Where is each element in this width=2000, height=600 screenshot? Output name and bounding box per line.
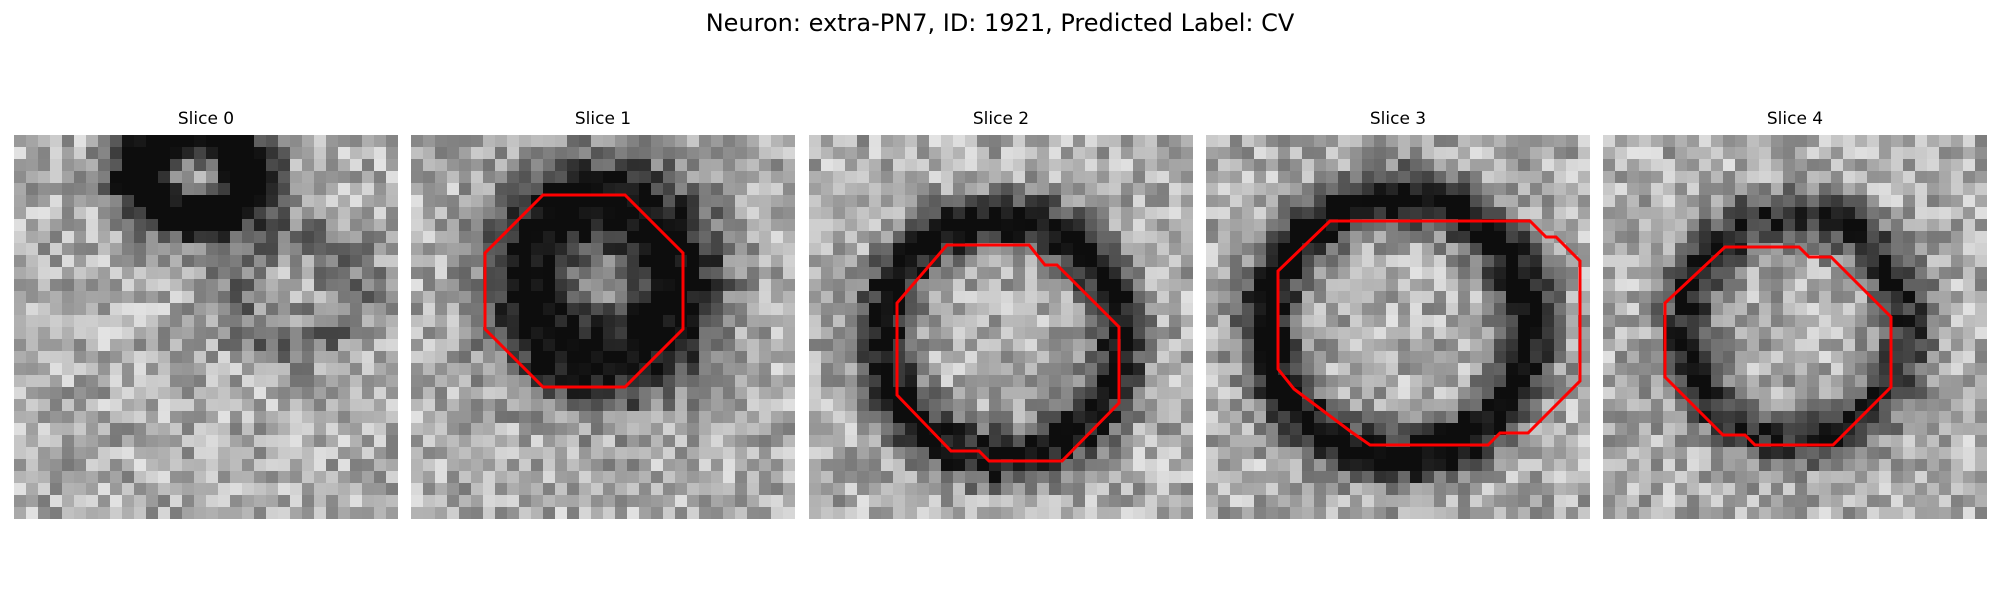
slice-title-0: Slice 0 <box>177 109 235 129</box>
pixel-grid <box>809 135 1193 519</box>
slice-image-2 <box>809 135 1193 519</box>
pixel-grid <box>14 135 398 519</box>
slice-panel-3: Slice 3 <box>1206 108 1590 519</box>
pixel-grid <box>411 135 795 519</box>
figure-title: Neuron: extra-PN7, ID: 1921, Predicted L… <box>705 9 1295 37</box>
contour-outline-1 <box>483 193 685 389</box>
slice-title-1: Slice 1 <box>574 109 632 129</box>
slice-panel-2: Slice 2 <box>809 108 1193 519</box>
contour-outline-3 <box>1276 219 1582 447</box>
slice-image-4 <box>1603 135 1987 519</box>
slice-image-1 <box>411 135 795 519</box>
contour-outline-4 <box>1663 245 1893 447</box>
contour-outline-2 <box>895 243 1121 463</box>
slice-image-0 <box>14 135 398 519</box>
pixel-grid <box>1206 135 1590 519</box>
slice-title-3: Slice 3 <box>1369 109 1427 129</box>
slice-title-2: Slice 2 <box>972 109 1030 129</box>
slice-panel-4: Slice 4 <box>1603 108 1987 519</box>
slice-image-3 <box>1206 135 1590 519</box>
slice-panel-0: Slice 0 <box>14 108 398 519</box>
slice-panel-1: Slice 1 <box>411 108 795 519</box>
slice-title-4: Slice 4 <box>1766 109 1824 129</box>
pixel-grid <box>1603 135 1987 519</box>
